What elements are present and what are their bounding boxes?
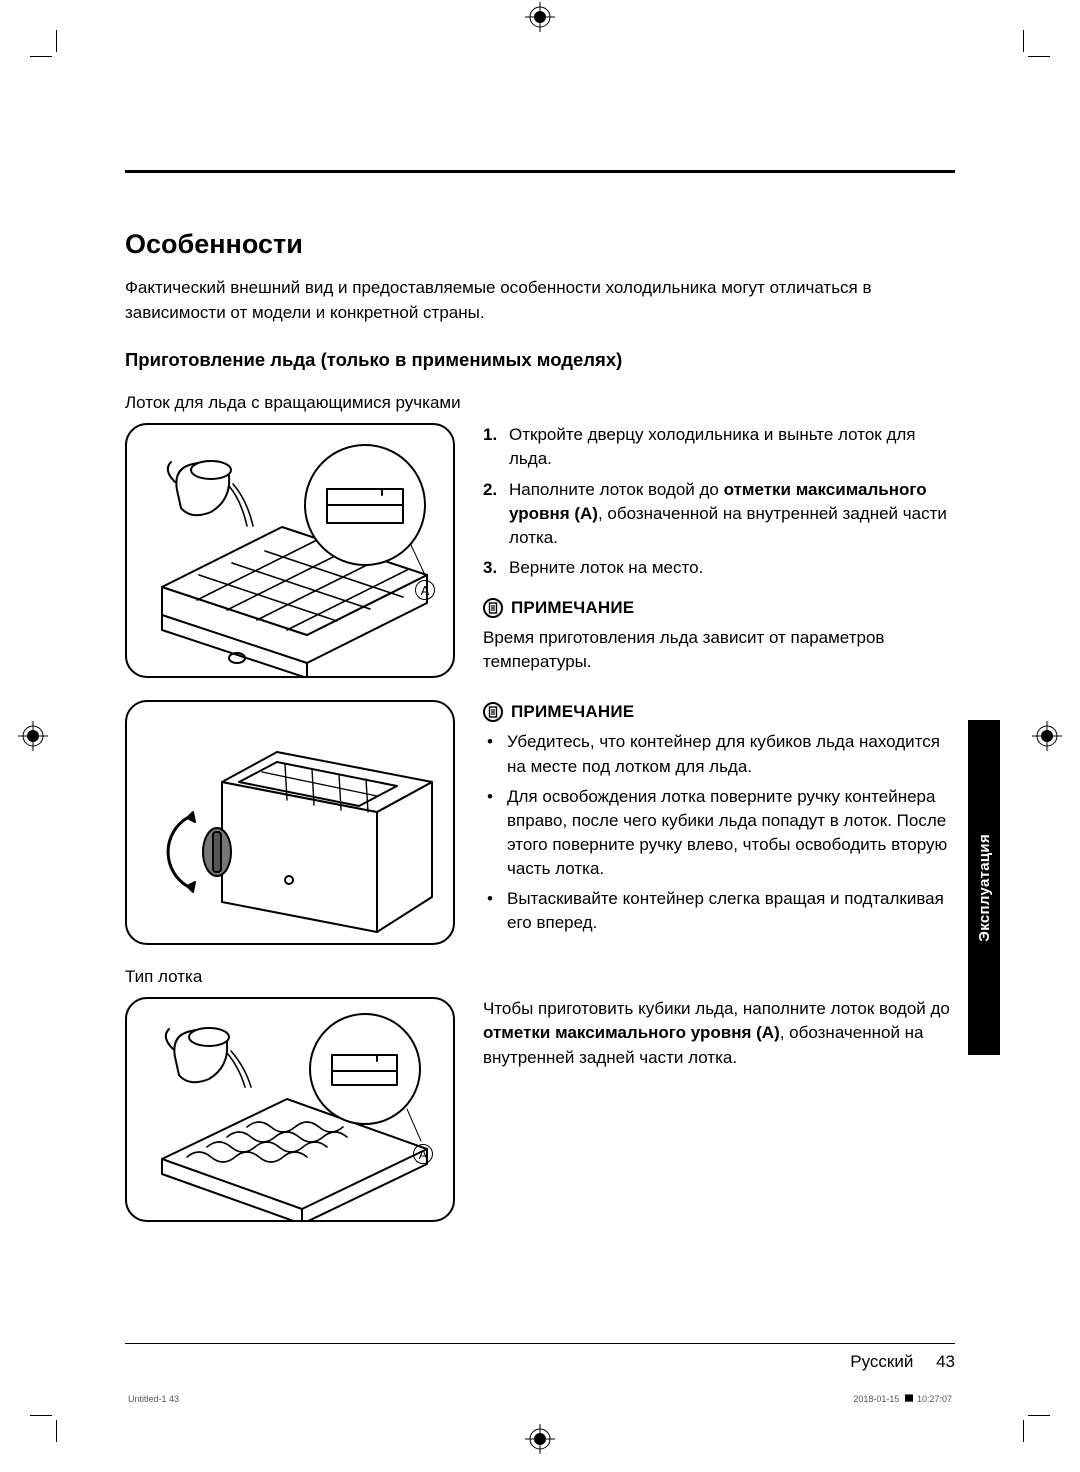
step-text: Наполните лоток водой до отметки максима… xyxy=(509,480,947,547)
note-item: Для освобождения лотка поверните ручку к… xyxy=(505,785,955,882)
step-number: 2. xyxy=(483,478,497,502)
tray-caption: Лоток для льда с вращающимися ручками xyxy=(125,393,955,413)
registration-mark-icon xyxy=(18,721,48,751)
section-tab: Эксплуатация xyxy=(968,720,1000,1055)
job-info-right: 2018-01-15 10:27:07 xyxy=(853,1393,952,1404)
section-rule xyxy=(125,170,955,173)
page-heading: Особенности xyxy=(125,229,955,260)
footer: Русский 43 xyxy=(850,1352,955,1372)
figure-tray-type: A xyxy=(125,997,455,1222)
step-number: 1. xyxy=(483,423,497,447)
step-text: Откройте дверцу холодильника и выньте ло… xyxy=(509,425,916,468)
tray-type-text: Чтобы приготовить кубики льда, наполните… xyxy=(483,997,955,1069)
tray-type-caption: Тип лотка xyxy=(125,967,955,987)
figure-ice-tray-twist xyxy=(125,700,455,945)
note-label: ПРИМЕЧАНИЕ xyxy=(511,700,634,724)
subheading: Приготовление льда (только в применимых … xyxy=(125,349,955,371)
registration-mark-icon xyxy=(525,2,555,32)
footer-page-number: 43 xyxy=(936,1352,955,1371)
job-info-left: Untitled-1 43 xyxy=(128,1394,179,1404)
section-tab-label: Эксплуатация xyxy=(976,834,993,942)
note-text: Время приготовления льда зависит от пара… xyxy=(483,626,955,674)
step-number: 3. xyxy=(483,556,497,580)
note-icon xyxy=(483,702,503,722)
figure-ice-tray-fill: A xyxy=(125,423,455,678)
steps-list: 1. Откройте дверцу холодильника и выньте … xyxy=(483,423,955,580)
step-text: Верните лоток на место. xyxy=(509,558,703,577)
intro-text: Фактический внешний вид и предоставляемы… xyxy=(125,276,955,325)
note-list: Убедитесь, что контейнер для кубиков льд… xyxy=(483,730,955,935)
note-icon xyxy=(483,598,503,618)
note-item: Вытаскивайте контейнер слегка вращая и п… xyxy=(505,887,955,935)
registration-mark-icon xyxy=(1032,721,1062,751)
note-item: Убедитесь, что контейнер для кубиков льд… xyxy=(505,730,955,778)
note-label: ПРИМЕЧАНИЕ xyxy=(511,596,634,620)
registration-mark-icon xyxy=(525,1424,555,1454)
footer-rule xyxy=(125,1343,955,1344)
footer-language: Русский xyxy=(850,1352,913,1371)
